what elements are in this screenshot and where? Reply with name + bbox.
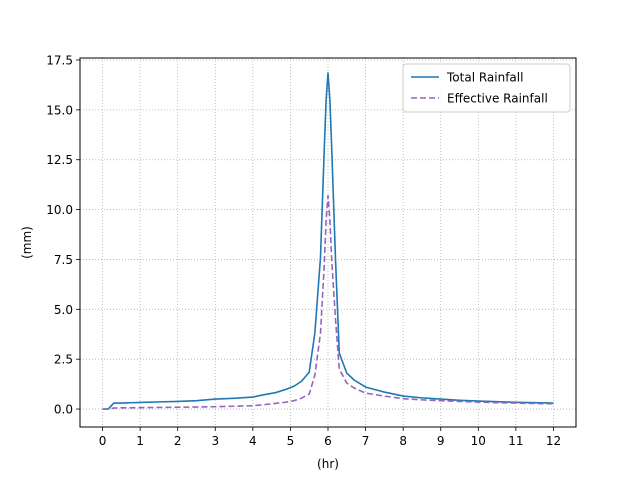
legend-label: Effective Rainfall (447, 92, 548, 106)
legend-box (402, 63, 571, 113)
y-tick-label: 10.0 (46, 203, 73, 217)
x-tick-label: 10 (471, 434, 486, 448)
y-tick-label: 5.0 (54, 303, 73, 317)
x-tick-label: 7 (362, 434, 370, 448)
x-axis-ticks: 0 1 2 3 4 5 6 7 8 9 10 11 12 (99, 427, 561, 448)
y-tick-label: 7.5 (54, 253, 73, 267)
x-tick-label: 8 (399, 434, 407, 448)
legend: Total Rainfall Effective Rainfall (402, 63, 571, 113)
x-axis-label: (hr) (317, 457, 339, 471)
y-axis-ticks: 0.0 2.5 5.0 7.5 10.0 12.5 15.0 17.5 (46, 53, 80, 417)
y-tick-label: 0.0 (54, 403, 73, 417)
y-tick-label: 2.5 (54, 353, 73, 367)
x-tick-label: 0 (99, 434, 107, 448)
y-tick-label: 15.0 (46, 103, 73, 117)
x-tick-label: 4 (249, 434, 257, 448)
series-group (102, 72, 554, 410)
x-tick-label: 6 (324, 434, 332, 448)
series-line-effective-rainfall (102, 194, 554, 410)
legend-label: Total Rainfall (446, 71, 523, 85)
x-tick-label: 5 (287, 434, 295, 448)
x-tick-label: 3 (211, 434, 219, 448)
x-tick-label: 2 (174, 434, 182, 448)
y-axis-label: (mm) (20, 226, 34, 259)
y-tick-label: 12.5 (46, 153, 73, 167)
x-tick-label: 1 (136, 434, 144, 448)
x-tick-label: 12 (546, 434, 561, 448)
series-line-total-rainfall (102, 72, 554, 410)
x-tick-label: 11 (508, 434, 523, 448)
y-tick-label: 17.5 (46, 53, 73, 67)
x-tick-label: 9 (437, 434, 445, 448)
